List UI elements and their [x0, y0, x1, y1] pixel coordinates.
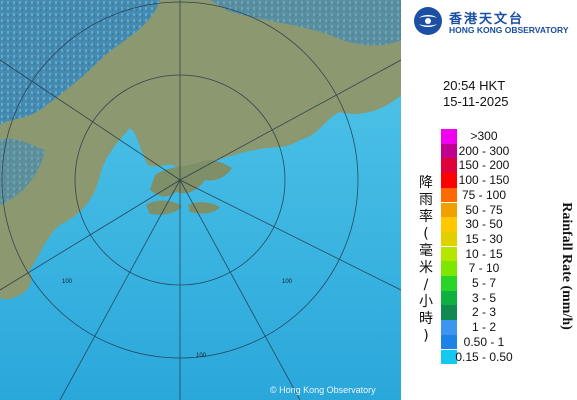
legend-swatch: [441, 231, 457, 247]
logo-text-en: HONG KONG OBSERVATORY: [449, 25, 569, 35]
legend-swatch: [441, 320, 457, 335]
legend-swatch: [441, 129, 457, 144]
info-panel: 香港天文台 HONG KONG OBSERVATORY 20:54 HKT 15…: [401, 0, 577, 400]
ring-label: 100: [196, 353, 207, 359]
legend-range-label: 75 - 100: [461, 187, 507, 202]
legend-swatch: [441, 290, 457, 306]
land-mainland: [0, 0, 401, 285]
land-hong-kong: [150, 160, 232, 197]
legend-range-label: 0.15 - 0.50: [455, 349, 513, 364]
rain-area-west: [0, 138, 45, 205]
legend-range-label: 200 - 300: [458, 143, 510, 158]
date-label: 15-11-2025: [443, 94, 509, 109]
legend-range-label: 2 - 3: [471, 305, 496, 320]
legend-range-label: 10 - 15: [465, 246, 503, 261]
rain-area-north: [0, 0, 160, 125]
range-rings: [0, 0, 401, 400]
legend-title-cn: 降雨率(毫米 / 小時): [419, 175, 433, 344]
legend-range-label: 30 - 50: [465, 217, 503, 232]
legend-swatch: [441, 217, 457, 232]
legend-swatch: [441, 173, 457, 188]
legend-range-label: 7 - 10: [468, 261, 500, 276]
legend-range-label: 15 - 30: [465, 231, 503, 246]
logo-text-cn: 香港天文台: [449, 12, 525, 27]
legend-range-label: 50 - 75: [465, 202, 503, 217]
legend-swatch: [441, 349, 457, 364]
copyright: © Hong Kong Observatory: [270, 385, 376, 395]
radar-map: 100 100 100 © Hong Kong Observatory: [0, 0, 401, 400]
land-west-coast: [0, 271, 32, 300]
legend-swatch: [441, 158, 457, 173]
legend-range-label: 5 - 7: [471, 276, 496, 290]
rain-area-northeast: [210, 0, 401, 46]
time-label: 20:54 HKT: [443, 78, 506, 93]
legend-range-label: 100 - 150: [458, 173, 510, 188]
legend-range-label: >300: [470, 129, 498, 143]
legend-range-label: 0.50 - 1: [463, 334, 505, 349]
legend-swatch: [441, 143, 457, 159]
legend-range-label: 3 - 5: [471, 290, 496, 305]
legend-swatch: [441, 276, 457, 291]
hko-logo-icon: [414, 7, 442, 35]
ring-label: 100: [282, 279, 293, 285]
legend-range-label: 150 - 200: [458, 158, 510, 173]
legend-range-label: 1 - 2: [471, 320, 496, 335]
legend-swatch: [441, 246, 457, 262]
legend-swatch: [441, 187, 457, 203]
legend-swatch: [441, 261, 457, 276]
legend-swatch: [441, 305, 457, 320]
ring-label: 100: [62, 279, 73, 285]
legend-swatch: [441, 202, 457, 217]
land-hk-island: [188, 202, 220, 214]
land-lantau: [146, 200, 182, 215]
hko-logo: 香港天文台 HONG KONG OBSERVATORY: [413, 6, 573, 40]
legend-title-en: Rainfall Rate (mm/h): [559, 202, 574, 330]
legend-swatch: [441, 334, 457, 350]
